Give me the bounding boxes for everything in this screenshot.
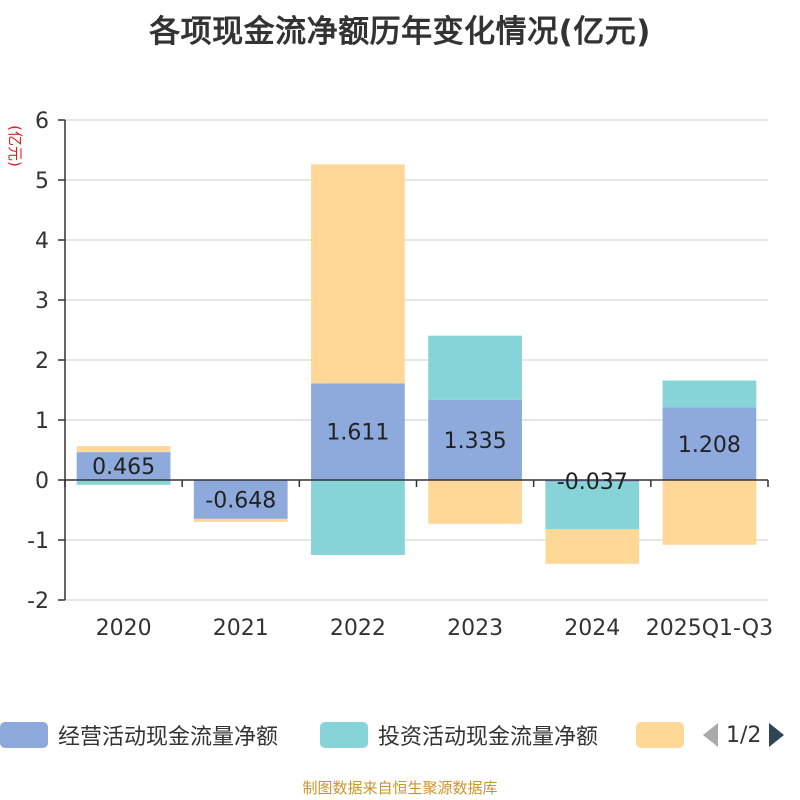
bar-investing-2024[interactable]: [545, 482, 640, 530]
bar-financing-2023[interactable]: [428, 480, 522, 524]
x-tick-label: 2024: [564, 616, 620, 641]
chart-title: 各项现金流净额历年变化情况(亿元): [149, 14, 651, 50]
legend-swatch-operating: [0, 722, 48, 748]
legend-pager: 1/2: [703, 720, 785, 750]
bar-financing-2022[interactable]: [311, 164, 405, 384]
axes: -2 -1 0 1 2 3 4 5 6 (亿元) 2020 2021 2022 2023 2024 2025Q…: [6, 109, 773, 641]
bar-financing-2021[interactable]: [193, 518, 288, 522]
source-note: 制图数据来自恒生聚源数据库: [302, 779, 498, 797]
bar-operating-2025Q1-Q3[interactable]: [662, 407, 757, 480]
y-tick-label: -2: [27, 589, 49, 614]
y-tick-label: 4: [35, 229, 49, 254]
data-label: 0.465: [92, 455, 155, 480]
legend-label-investing: 投资活动现金流量净额: [378, 725, 599, 750]
triangle-right-icon[interactable]: [769, 723, 785, 747]
data-label: 1.208: [678, 433, 741, 458]
bar-operating-2024[interactable]: [545, 480, 640, 483]
triangle-left-icon[interactable]: [703, 723, 718, 747]
bar-investing-2023[interactable]: [428, 335, 522, 400]
bar-investing-2020[interactable]: [76, 480, 171, 485]
bar-investing-2022[interactable]: [311, 480, 405, 555]
legend-label-operating: 经营活动现金流量净额: [58, 725, 279, 750]
bar-financing-2020[interactable]: [76, 446, 171, 453]
legend-page-indicator: 1/2: [726, 722, 762, 748]
y-tick-label: 1: [35, 409, 49, 434]
data-label: 1.611: [326, 421, 389, 446]
bar-financing-2025Q1-Q3[interactable]: [662, 480, 757, 545]
bar-investing-2025Q1-Q3[interactable]: [662, 380, 757, 408]
y-tick-label: 6: [35, 109, 49, 134]
y-axis-label: (亿元): [6, 125, 24, 167]
legend-swatch-financing: [636, 722, 684, 748]
bars: [76, 164, 757, 564]
data-label: -0.037: [557, 470, 628, 495]
data-label: 1.335: [444, 429, 507, 454]
data-labels: 0.465 -0.648 1.611 1.335 -0.037 1.208: [92, 421, 741, 514]
x-tick-label: 2023: [447, 616, 503, 641]
bar-operating-2021[interactable]: [193, 480, 288, 519]
x-tick-label: 2020: [96, 616, 152, 641]
x-tick-label: 2025Q1-Q3: [646, 616, 773, 641]
legend: 经营活动现金流量净额 投资活动现金流量净额 1/2: [0, 712, 800, 756]
x-tick-label: 2021: [213, 616, 269, 641]
y-tick-label: -1: [27, 529, 49, 554]
x-tick-label: 2022: [330, 616, 386, 641]
bar-financing-2024[interactable]: [545, 529, 640, 564]
legend-item-financing[interactable]: [636, 720, 694, 750]
bar-operating-2023[interactable]: [428, 399, 522, 480]
y-tick-label: 5: [35, 169, 49, 194]
bar-operating-2020[interactable]: [76, 452, 171, 480]
legend-item-operating[interactable]: 经营活动现金流量净额: [0, 720, 278, 750]
bar-operating-2022[interactable]: [311, 383, 405, 480]
legend-item-investing[interactable]: 投资活动现金流量净额: [320, 720, 598, 750]
y-tick-label: 2: [35, 349, 49, 374]
data-label: -0.648: [205, 488, 276, 513]
y-tick-label: 3: [35, 289, 49, 314]
legend-swatch-investing: [320, 722, 368, 748]
y-tick-label: 0: [35, 469, 49, 494]
